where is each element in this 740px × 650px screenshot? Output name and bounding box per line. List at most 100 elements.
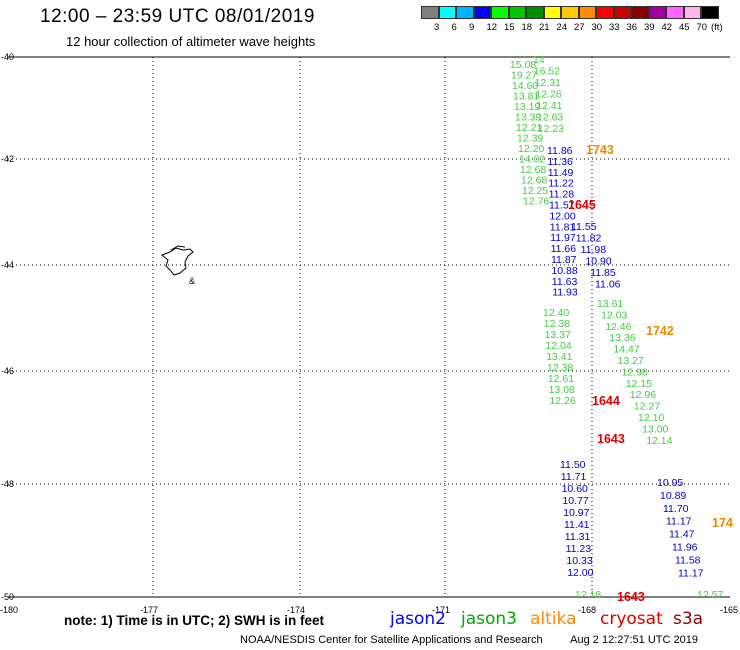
x-tick-label: -168 [578, 605, 596, 615]
legend-label: 3 [434, 22, 440, 33]
swh-value-label: 11.70 [663, 503, 689, 515]
swh-value-label: 12.20 [518, 143, 544, 155]
swh-value-label: 12.76 [523, 196, 549, 208]
swh-value-label: 12.15 [626, 378, 652, 390]
swh-value-label: 13.00 [642, 423, 668, 435]
swh-value-label: 11.22 [548, 178, 574, 190]
sat-label-cryosat: cryosat [600, 609, 663, 629]
swh-value-label: 12.61 [548, 373, 574, 385]
swh-value-label: 11.47 [669, 529, 695, 541]
y-tick-label: -42 [1, 154, 14, 164]
swh-value-label: 14 [533, 54, 545, 66]
pass-time-label: 1644 [592, 394, 620, 408]
swh-value-label: 11.63 [552, 276, 578, 288]
swh-value-label: 12.98 [622, 366, 648, 378]
y-tick-label: -40 [1, 52, 14, 62]
legend-swatch [596, 6, 614, 19]
legend-swatch [561, 6, 579, 19]
swh-value-label: 15.08 [510, 59, 536, 71]
swh-value-label: 11.85 [590, 267, 616, 279]
x-tick-label: -177 [140, 605, 158, 615]
legend-label: 45 [679, 22, 690, 33]
swh-value-label: 11.06 [595, 279, 621, 291]
y-tick-label: -44 [1, 260, 14, 270]
sat-label-altika: altika [530, 609, 577, 629]
swh-value-label: 13.37 [545, 329, 571, 341]
swh-value-label: 13.36 [609, 332, 635, 344]
legend-label: 9 [469, 22, 475, 33]
legend-label: 6 [451, 22, 457, 33]
x-tick-label: -165 [720, 605, 738, 615]
legend-label: 30 [591, 22, 603, 33]
y-tick-label: -46 [1, 366, 14, 376]
swh-value-label: 14.02 [519, 154, 545, 166]
legend-swatch [683, 6, 701, 19]
swh-value-label: 14.47 [613, 344, 639, 356]
pass-time-label: 1643 [597, 432, 625, 446]
legend-swatch [526, 6, 544, 19]
swh-value-label: 13.39 [515, 112, 541, 124]
swh-value-label: 11.36 [547, 156, 573, 168]
swh-value-label: 12.63 [537, 112, 563, 124]
legend-swatch [456, 6, 474, 19]
legend-label: 24 [556, 22, 568, 33]
pass-time-label: 1643 [617, 590, 645, 604]
swh-value-label: 11.28 [549, 189, 575, 201]
swh-value-label: 12.46 [605, 321, 631, 333]
legend-swatch [508, 6, 526, 19]
island-outline [170, 245, 186, 251]
sat-label-s3a: s3a [673, 609, 704, 629]
footer-note: note: 1) Time is in UTC; 2) SWH is in fe… [64, 613, 325, 628]
y-tick-label: -50 [1, 592, 14, 602]
legend-label: 36 [626, 22, 638, 33]
swh-value-label: 12.25 [522, 185, 548, 197]
pass-time-label: 1742 [646, 324, 674, 338]
swh-value-label: 10.95 [657, 477, 683, 489]
swh-value-label: 11.23 [566, 543, 592, 555]
swh-value-label: 11.17 [678, 567, 704, 579]
swh-value-label: 11.87 [551, 254, 577, 266]
legend-swatch [631, 6, 649, 19]
pass-time-label: 1743 [586, 143, 614, 157]
swh-value-label: 11.82 [576, 233, 602, 245]
island-label: & [189, 276, 195, 286]
swh-value-label: 12.96 [630, 389, 656, 401]
legend-label: 27 [574, 22, 585, 33]
x-tick-label: -171 [432, 605, 450, 615]
swh-value-label: 12.23 [538, 123, 564, 135]
legend-swatch [613, 6, 631, 19]
swh-value-label: 11.98 [581, 244, 607, 256]
swh-value-label: 12.40 [543, 307, 569, 319]
swh-value-label: 11.66 [551, 243, 577, 255]
swh-value-label: 10.60 [562, 483, 588, 495]
swh-value-label: 12.57 [697, 589, 723, 601]
color-scale-legend [421, 6, 719, 19]
swh-value-label: 10.33 [566, 555, 592, 567]
swh-value-label: 12.18 [575, 589, 601, 601]
legend-label: 42 [661, 22, 673, 33]
swh-value-label: 12.68 [521, 175, 547, 187]
swh-value-label: 11.17 [666, 516, 692, 528]
x-tick-label: -174 [287, 605, 305, 615]
swh-value-label: 12.26 [535, 89, 561, 101]
legend-swatch [578, 6, 596, 19]
legend-swatch [648, 6, 666, 19]
swh-value-label: 11.49 [548, 167, 574, 179]
swh-value-label: 11.71 [561, 471, 587, 483]
legend-swatch [701, 6, 719, 19]
swh-value-label: 12.03 [601, 309, 627, 321]
legend-label: 18 [521, 22, 533, 33]
swh-value-label: 13.81 [513, 91, 539, 103]
swh-value-label: 12.00 [567, 567, 593, 579]
swh-value-label: 11.58 [675, 554, 701, 566]
legend-label: 15 [504, 22, 515, 33]
swh-value-label: 12.31 [535, 77, 561, 89]
swh-value-label: 12.27 [634, 401, 660, 413]
swh-value-label: 13.61 [597, 298, 623, 310]
sat-label-jason3: jason3 [461, 609, 517, 629]
swh-value-label: 12.41 [536, 100, 562, 112]
legend-swatch [421, 6, 439, 19]
swh-value-label: 11.31 [565, 531, 591, 543]
legend-swatch [491, 6, 509, 19]
